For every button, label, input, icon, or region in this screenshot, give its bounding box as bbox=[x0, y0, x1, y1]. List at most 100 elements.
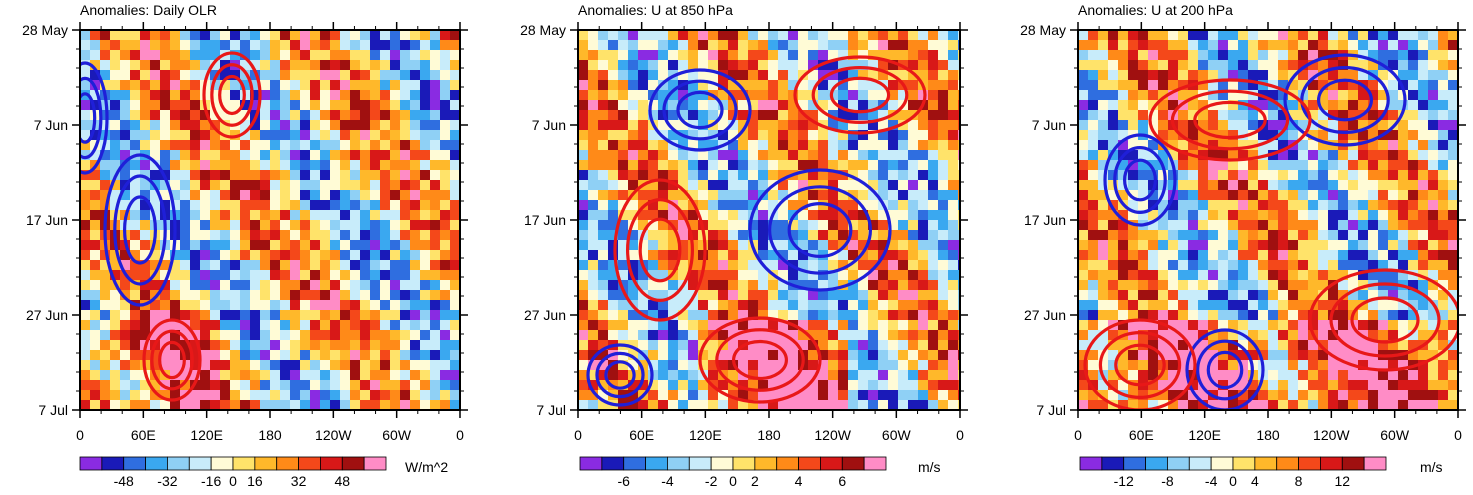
heatmap-cell bbox=[918, 350, 929, 361]
heatmap-cell bbox=[340, 140, 351, 151]
heatmap-cell bbox=[1398, 190, 1409, 201]
heatmap-cell bbox=[588, 160, 599, 171]
heatmap-cell bbox=[898, 190, 909, 201]
heatmap-cell bbox=[130, 280, 141, 291]
heatmap-cell bbox=[1188, 260, 1199, 271]
heatmap-cell bbox=[1348, 30, 1359, 41]
heatmap-cell bbox=[270, 180, 281, 191]
heatmap-cell bbox=[1388, 50, 1399, 61]
heatmap-cell bbox=[360, 220, 371, 231]
heatmap-cell bbox=[270, 300, 281, 311]
heatmap-cell bbox=[1218, 100, 1229, 111]
heatmap-cell bbox=[878, 90, 889, 101]
heatmap-cell bbox=[918, 380, 929, 391]
heatmap-cell bbox=[170, 310, 181, 321]
heatmap-cell bbox=[170, 70, 181, 81]
heatmap-cell bbox=[380, 350, 391, 361]
heatmap-cell bbox=[788, 120, 799, 131]
heatmap-cell bbox=[1078, 150, 1089, 161]
heatmap-cell bbox=[390, 160, 401, 171]
heatmap-cell bbox=[290, 360, 301, 371]
heatmap-cell bbox=[668, 390, 679, 401]
heatmap-cell bbox=[1148, 240, 1159, 251]
heatmap-cell bbox=[80, 70, 91, 81]
heatmap-cell bbox=[1108, 120, 1119, 131]
heatmap-cell bbox=[390, 270, 401, 281]
heatmap-cell bbox=[858, 280, 869, 291]
heatmap-cell bbox=[1148, 250, 1159, 261]
heatmap-cell bbox=[130, 140, 141, 151]
heatmap-cell bbox=[240, 30, 251, 41]
heatmap-cell bbox=[578, 240, 589, 251]
heatmap-cell bbox=[80, 230, 91, 241]
contour-line bbox=[1114, 343, 1166, 387]
heatmap-cell bbox=[180, 370, 191, 381]
heatmap-cell bbox=[808, 340, 819, 351]
heatmap-cell bbox=[370, 400, 381, 410]
heatmap-cell bbox=[220, 230, 231, 241]
heatmap-cell bbox=[310, 80, 321, 91]
heatmap-cell bbox=[708, 230, 719, 241]
contour-line bbox=[1350, 296, 1420, 344]
heatmap-cell bbox=[1378, 270, 1389, 281]
heatmap-cell bbox=[708, 260, 719, 271]
heatmap-cell bbox=[888, 150, 899, 161]
heatmap-cell bbox=[1428, 50, 1439, 61]
heatmap-cell bbox=[648, 100, 659, 111]
heatmap-cell bbox=[100, 320, 111, 331]
heatmap-cell bbox=[848, 150, 859, 161]
contour-line bbox=[80, 61, 109, 175]
heatmap-cell bbox=[688, 180, 699, 191]
heatmap-cell bbox=[748, 180, 759, 191]
heatmap-cell bbox=[748, 320, 759, 331]
heatmap-cell bbox=[220, 100, 231, 111]
heatmap-cell bbox=[858, 190, 869, 201]
heatmap-cell bbox=[918, 330, 929, 341]
heatmap-cell bbox=[598, 300, 609, 311]
heatmap-cell bbox=[718, 190, 729, 201]
heatmap-cell bbox=[778, 150, 789, 161]
heatmap-cell bbox=[868, 180, 879, 191]
heatmap-cell bbox=[1098, 360, 1109, 371]
heatmap-cell bbox=[728, 140, 739, 151]
heatmap-cell bbox=[748, 400, 759, 410]
heatmap-cell bbox=[1448, 230, 1458, 241]
heatmap-cell bbox=[1338, 300, 1349, 311]
heatmap-cell bbox=[230, 150, 241, 161]
heatmap-cell bbox=[1348, 180, 1359, 191]
heatmap-cell bbox=[878, 30, 889, 41]
heatmap-cell bbox=[450, 30, 460, 41]
heatmap-cell bbox=[718, 380, 729, 391]
heatmap-cell bbox=[638, 210, 649, 221]
heatmap-cell bbox=[728, 130, 739, 141]
heatmap-cell bbox=[598, 40, 609, 51]
heatmap-cell bbox=[1228, 270, 1239, 281]
heatmap-cell bbox=[808, 180, 819, 191]
heatmap-cell bbox=[818, 400, 829, 410]
heatmap-cell bbox=[1338, 270, 1349, 281]
heatmap-cell bbox=[918, 60, 929, 71]
heatmap-cell bbox=[688, 330, 699, 341]
heatmap-cell bbox=[858, 250, 869, 261]
heatmap-cell bbox=[1358, 180, 1369, 191]
heatmap-cell bbox=[1228, 200, 1239, 211]
heatmap-cell bbox=[898, 330, 909, 341]
heatmap-cell bbox=[1418, 300, 1429, 311]
heatmap-cell bbox=[1108, 230, 1119, 241]
heatmap-cell bbox=[688, 110, 699, 121]
heatmap-cell bbox=[848, 260, 859, 271]
heatmap-cell bbox=[828, 50, 839, 61]
heatmap-cell bbox=[658, 40, 669, 51]
colorbar-swatch bbox=[710, 456, 734, 471]
heatmap-cell bbox=[768, 30, 779, 41]
heatmap-cell bbox=[210, 400, 221, 410]
heatmap-cell bbox=[1428, 140, 1439, 151]
heatmap-cell bbox=[1378, 100, 1389, 111]
heatmap-cell bbox=[1428, 210, 1439, 221]
heatmap-cell bbox=[898, 390, 909, 401]
heatmap-cell bbox=[1388, 100, 1399, 111]
heatmap-cell bbox=[668, 30, 679, 41]
heatmap-cell bbox=[878, 50, 889, 61]
heatmap-cell bbox=[1278, 370, 1289, 381]
heatmap-cell bbox=[1078, 270, 1089, 281]
